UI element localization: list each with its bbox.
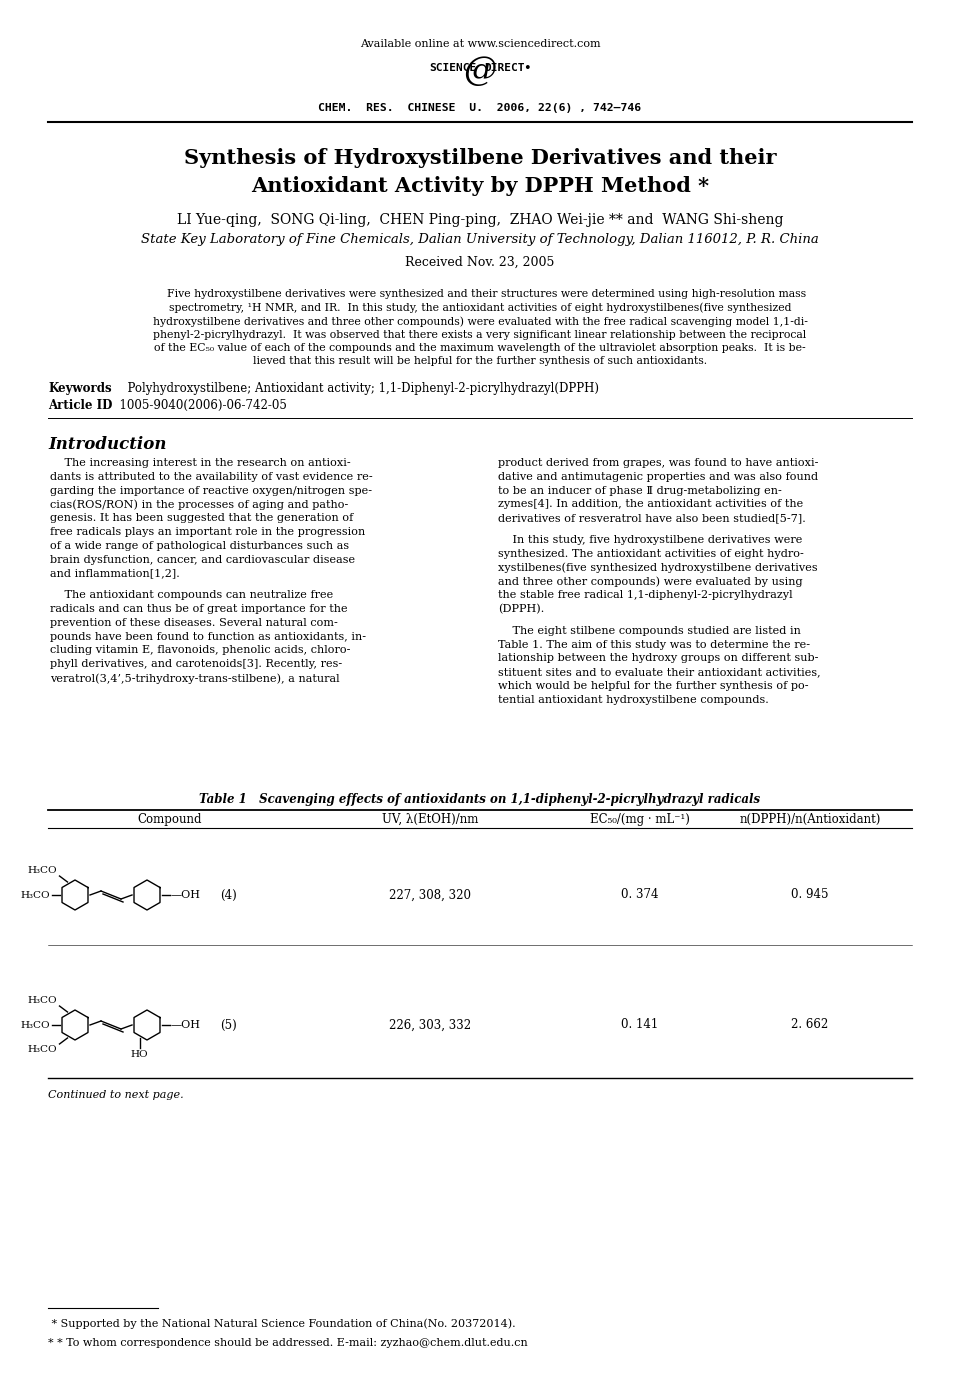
Text: and three other compounds) were evaluated by using: and three other compounds) were evaluate… [498, 577, 803, 586]
Text: (DPPH).: (DPPH). [498, 604, 544, 614]
Text: prevention of these diseases. Several natural com-: prevention of these diseases. Several na… [50, 618, 338, 628]
Text: SCIENCE: SCIENCE [429, 63, 476, 73]
Text: (4): (4) [220, 889, 237, 901]
Text: garding the importance of reactive oxygen/nitrogen spe-: garding the importance of reactive oxyge… [50, 486, 372, 495]
Text: Compound: Compound [137, 813, 203, 825]
Text: The eight stilbene compounds studied are listed in: The eight stilbene compounds studied are… [498, 625, 801, 636]
Text: cluding vitamin E, flavonoids, phenolic acids, chloro-: cluding vitamin E, flavonoids, phenolic … [50, 646, 350, 656]
Text: Received Nov. 23, 2005: Received Nov. 23, 2005 [405, 255, 555, 269]
Text: xystilbenes(five synthesized hydroxystilbene derivatives: xystilbenes(five synthesized hydroxystil… [498, 563, 818, 573]
Text: Introduction: Introduction [48, 436, 166, 453]
Text: * * To whom correspondence should be addressed. E-mail: zyzhao@chem.dlut.edu.cn: * * To whom correspondence should be add… [48, 1339, 528, 1348]
Text: The antioxidant compounds can neutralize free: The antioxidant compounds can neutralize… [50, 591, 333, 600]
Text: —OH: —OH [171, 1020, 201, 1029]
Text: 1005-9040(2006)-06-742-05: 1005-9040(2006)-06-742-05 [112, 399, 287, 413]
Text: which would be helpful for the further synthesis of po-: which would be helpful for the further s… [498, 680, 808, 691]
Text: tential antioxidant hydroxystilbene compounds.: tential antioxidant hydroxystilbene comp… [498, 694, 769, 705]
Text: lationship between the hydroxy groups on different sub-: lationship between the hydroxy groups on… [498, 653, 818, 664]
Text: zymes[4]. In addition, the antioxidant activities of the: zymes[4]. In addition, the antioxidant a… [498, 500, 804, 509]
Text: phenyl-2-picrylhydrazyl.  It was observed that there exists a very significant l: phenyl-2-picrylhydrazyl. It was observed… [154, 330, 806, 339]
Text: synthesized. The antioxidant activities of eight hydro-: synthesized. The antioxidant activities … [498, 549, 804, 559]
Text: Article ID: Article ID [48, 399, 112, 413]
Text: Available online at www.sciencedirect.com: Available online at www.sciencedirect.co… [360, 39, 600, 50]
Text: of a wide range of pathological disturbances such as: of a wide range of pathological disturba… [50, 541, 349, 551]
Text: State Key Laboratory of Fine Chemicals, Dalian University of Technology, Dalian : State Key Laboratory of Fine Chemicals, … [141, 233, 819, 247]
Text: n(DPPH)/n(Antioxidant): n(DPPH)/n(Antioxidant) [739, 813, 880, 825]
Text: brain dysfunction, cancer, and cardiovascular disease: brain dysfunction, cancer, and cardiovas… [50, 555, 355, 564]
Text: dative and antimutagenic properties and was also found: dative and antimutagenic properties and … [498, 472, 818, 482]
Text: cias(ROS/RON) in the processes of aging and patho-: cias(ROS/RON) in the processes of aging … [50, 500, 348, 511]
Text: H₃CO: H₃CO [28, 867, 58, 875]
Text: 0. 141: 0. 141 [621, 1018, 659, 1031]
Text: H₃CO: H₃CO [20, 1020, 50, 1029]
Text: the stable free radical 1,1-diphenyl-2-picrylhydrazyl: the stable free radical 1,1-diphenyl-2-p… [498, 591, 793, 600]
Text: In this study, five hydroxystilbene derivatives were: In this study, five hydroxystilbene deri… [498, 535, 803, 545]
Text: derivatives of resveratrol have also been studied[5-7].: derivatives of resveratrol have also bee… [498, 513, 805, 523]
Text: phyll derivatives, and carotenoids[3]. Recently, res-: phyll derivatives, and carotenoids[3]. R… [50, 660, 342, 669]
Text: lieved that this result will be helpful for the further synthesis of such antiox: lieved that this result will be helpful … [252, 356, 708, 367]
Text: H₃CO: H₃CO [28, 1045, 58, 1054]
Text: hydroxystilbene derivatives and three other compounds) were evaluated with the f: hydroxystilbene derivatives and three ot… [153, 316, 807, 327]
Text: pounds have been found to function as antioxidants, in-: pounds have been found to function as an… [50, 632, 366, 642]
Text: 0. 945: 0. 945 [791, 889, 828, 901]
Text: 2. 662: 2. 662 [791, 1018, 828, 1031]
Text: Synthesis of Hydroxystilbene Derivatives and their: Synthesis of Hydroxystilbene Derivatives… [183, 148, 777, 168]
Text: Continued to next page.: Continued to next page. [48, 1090, 183, 1100]
Text: spectrometry, ¹H NMR, and IR.  In this study, the antioxidant activities of eigh: spectrometry, ¹H NMR, and IR. In this st… [169, 302, 791, 313]
Text: and inflammation[1,2].: and inflammation[1,2]. [50, 569, 180, 578]
Text: to be an inducer of phase Ⅱ drug-metabolizing en-: to be an inducer of phase Ⅱ drug-metabol… [498, 486, 781, 495]
Text: 0. 374: 0. 374 [621, 889, 659, 901]
Text: radicals and can thus be of great importance for the: radicals and can thus be of great import… [50, 604, 348, 614]
Text: dants is attributed to the availability of vast evidence re-: dants is attributed to the availability … [50, 472, 372, 482]
Text: free radicals plays an important role in the progression: free radicals plays an important role in… [50, 527, 365, 537]
Text: Table 1. The aim of this study was to determine the re-: Table 1. The aim of this study was to de… [498, 639, 810, 650]
Text: Table 1   Scavenging effects of antioxidants on 1,1-diphenyl-2-picrylhydrazyl ra: Table 1 Scavenging effects of antioxidan… [200, 793, 760, 806]
Text: Five hydroxystilbene derivatives were synthesized and their structures were dete: Five hydroxystilbene derivatives were sy… [154, 288, 806, 299]
Text: —OH: —OH [171, 890, 201, 900]
Text: LI Yue-qing,  SONG Qi-ling,  CHEN Ping-ping,  ZHAO Wei-jie ** and  WANG Shi-shen: LI Yue-qing, SONG Qi-ling, CHEN Ping-pin… [177, 213, 783, 226]
Text: * Supported by the National Natural Science Foundation of China(No. 20372014).: * Supported by the National Natural Scie… [48, 1318, 516, 1329]
Text: 226, 303, 332: 226, 303, 332 [389, 1018, 471, 1031]
Text: Keywords: Keywords [48, 382, 111, 395]
Text: H₃CO: H₃CO [20, 890, 50, 900]
Text: (5): (5) [220, 1018, 237, 1031]
Text: Antioxidant Activity by DPPH Method *: Antioxidant Activity by DPPH Method * [251, 177, 709, 196]
Text: EC₅₀/(mg · mL⁻¹): EC₅₀/(mg · mL⁻¹) [590, 813, 690, 825]
Text: 227, 308, 320: 227, 308, 320 [389, 889, 471, 901]
Text: The increasing interest in the research on antioxi-: The increasing interest in the research … [50, 458, 350, 468]
Text: @: @ [464, 55, 496, 87]
Text: H₃CO: H₃CO [28, 996, 58, 1005]
Text: HO: HO [131, 1050, 148, 1058]
Text: product derived from grapes, was found to have antioxi-: product derived from grapes, was found t… [498, 458, 818, 468]
Text: veratrol(3,4’,5-trihydroxy-trans-stilbene), a natural: veratrol(3,4’,5-trihydroxy-trans-stilben… [50, 673, 340, 683]
Text: DIRECT•: DIRECT• [484, 63, 531, 73]
Text: of the EC₅₀ value of each of the compounds and the maximum wavelength of the ult: of the EC₅₀ value of each of the compoun… [155, 344, 805, 353]
Text: CHEM.  RES.  CHINESE  U.  2006, 22(6) , 742—746: CHEM. RES. CHINESE U. 2006, 22(6) , 742—… [319, 104, 641, 113]
Text: Polyhydroxystilbene; Antioxidant activity; 1,1-Diphenyl-2-picrylhydrazyl(DPPH): Polyhydroxystilbene; Antioxidant activit… [120, 382, 599, 395]
Text: UV, λ(EtOH)/nm: UV, λ(EtOH)/nm [382, 813, 478, 825]
Text: stituent sites and to evaluate their antioxidant activities,: stituent sites and to evaluate their ant… [498, 667, 821, 678]
Text: genesis. It has been suggested that the generation of: genesis. It has been suggested that the … [50, 513, 353, 523]
